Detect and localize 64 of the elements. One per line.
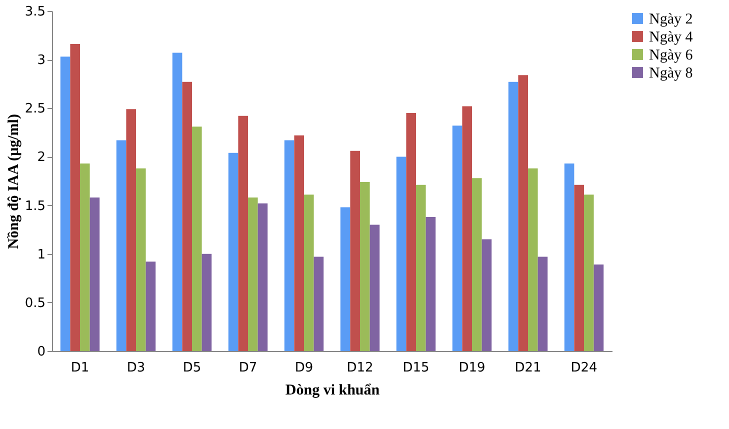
- bar: [462, 106, 472, 351]
- x-tick-label: D5: [182, 360, 202, 376]
- bar: [314, 256, 324, 351]
- bar: [538, 256, 548, 351]
- bar: [340, 207, 350, 351]
- bar: [182, 82, 192, 351]
- y-tick-label: 3: [37, 53, 46, 68]
- bar: [528, 168, 538, 351]
- y-tick-label: 1: [37, 247, 46, 262]
- y-tick-label: 2: [37, 150, 46, 166]
- bar: [126, 109, 136, 351]
- bar: [396, 156, 406, 351]
- bar: [192, 126, 202, 351]
- bar: [350, 150, 360, 351]
- bar: [284, 140, 294, 351]
- bar: [202, 254, 212, 351]
- bar: [426, 216, 436, 351]
- x-tick-label: D3: [126, 360, 146, 376]
- bar: [574, 184, 584, 351]
- bar: [258, 203, 268, 351]
- x-axis-title: Dòng vi khuẩn: [285, 382, 380, 398]
- bar: [70, 44, 80, 351]
- bar: [172, 52, 182, 351]
- bar: [136, 168, 146, 351]
- bar: [116, 140, 126, 351]
- legend-label: Ngày 6: [649, 48, 694, 64]
- bar: [294, 135, 304, 351]
- bar: [228, 152, 238, 351]
- bar: [508, 82, 518, 351]
- x-tick-label: D7: [238, 360, 258, 376]
- legend-label: Ngày 2: [649, 12, 693, 28]
- bar: [472, 178, 482, 351]
- bar: [452, 126, 462, 351]
- bar: [584, 194, 594, 351]
- x-tick-label: D9: [294, 360, 314, 376]
- bar: [80, 164, 90, 351]
- x-tick-label: D21: [514, 360, 542, 376]
- x-tick-label: D15: [402, 360, 430, 376]
- bar: [360, 182, 370, 351]
- bar: [60, 56, 70, 351]
- bar: [248, 198, 258, 351]
- x-tick-label: D19: [458, 360, 486, 376]
- bar: [518, 75, 528, 351]
- bar: [416, 184, 426, 351]
- x-tick-label: D24: [570, 360, 598, 376]
- bar: [482, 239, 492, 351]
- y-tick-label: 0: [37, 344, 46, 360]
- bar: [564, 164, 574, 351]
- bar: [594, 264, 604, 351]
- y-tick-label: 3.5: [24, 4, 46, 20]
- bar: [304, 194, 314, 351]
- bar: [238, 116, 248, 351]
- x-tick-label: D1: [70, 360, 90, 376]
- y-tick-label: 0.5: [24, 296, 46, 311]
- y-tick-label: 1.5: [24, 198, 46, 214]
- bar: [406, 113, 416, 351]
- y-tick-label: 2.5: [24, 102, 46, 117]
- legend-label: Ngày 8: [649, 66, 693, 82]
- bar: [90, 198, 100, 351]
- y-axis-title: Nồng độ IAA (µg/ml): [6, 114, 22, 249]
- bar: [370, 224, 380, 351]
- bar: [146, 262, 156, 351]
- legend-label: Ngày 4: [649, 30, 694, 46]
- x-tick-label: D12: [346, 360, 374, 376]
